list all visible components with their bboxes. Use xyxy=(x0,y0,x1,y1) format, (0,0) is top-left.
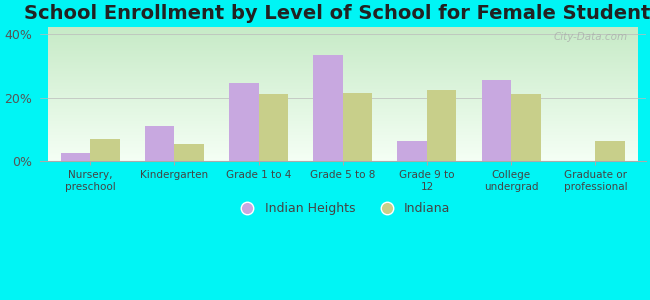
Legend: Indian Heights, Indiana: Indian Heights, Indiana xyxy=(231,199,454,219)
Text: City-Data.com: City-Data.com xyxy=(554,32,628,41)
Bar xyxy=(482,80,511,161)
Bar xyxy=(313,55,343,161)
Bar xyxy=(343,93,372,161)
Bar xyxy=(145,126,174,161)
Bar xyxy=(259,94,288,161)
Bar xyxy=(90,139,120,161)
Bar xyxy=(427,90,456,161)
Bar xyxy=(398,140,427,161)
Title: School Enrollment by Level of School for Female Students: School Enrollment by Level of School for… xyxy=(24,4,650,23)
Bar xyxy=(174,144,204,161)
Bar xyxy=(595,140,625,161)
Bar xyxy=(511,94,541,161)
Bar xyxy=(229,83,259,161)
Bar xyxy=(60,153,90,161)
